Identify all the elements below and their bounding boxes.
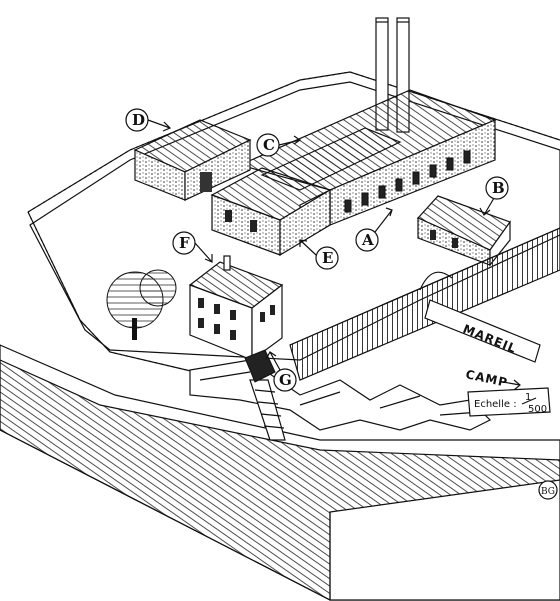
building-b — [416, 195, 511, 267]
scale-numerator: 1 — [525, 392, 531, 403]
callout-label-f: F — [179, 234, 190, 252]
callout-label-d: D — [132, 111, 145, 129]
scale-box: Echelle : 1 500 — [467, 387, 551, 417]
ground-slab — [0, 344, 560, 601]
callout-c: C — [256, 133, 302, 157]
scale-label: Echelle : — [474, 399, 517, 410]
callout-label-b: B — [492, 179, 505, 197]
callout-g: G — [265, 351, 297, 392]
palisade-wall — [289, 227, 560, 381]
building-d — [133, 119, 252, 201]
signature-text: BG — [541, 487, 555, 497]
callout-b: B — [479, 176, 509, 216]
tree — [106, 269, 177, 340]
signpost-mareil: MAREIL — [424, 299, 541, 363]
artist-signature: BG — [538, 480, 558, 500]
manor-house-f — [188, 255, 284, 362]
scale-denominator: 500 — [528, 404, 547, 415]
callout-f: F — [172, 231, 213, 263]
bunker-g — [244, 349, 276, 383]
camp-sign-text: CAMP — [464, 367, 509, 390]
signpost-camp: CAMP — [464, 367, 521, 391]
callout-label-e: E — [322, 249, 333, 267]
callout-a: A — [355, 207, 393, 252]
callout-e: E — [299, 239, 339, 270]
callout-label-g: G — [279, 371, 292, 389]
callout-label-c: C — [263, 136, 275, 154]
building-e — [210, 167, 332, 257]
callout-d: D — [125, 108, 172, 132]
callout-label-a: A — [361, 231, 374, 249]
